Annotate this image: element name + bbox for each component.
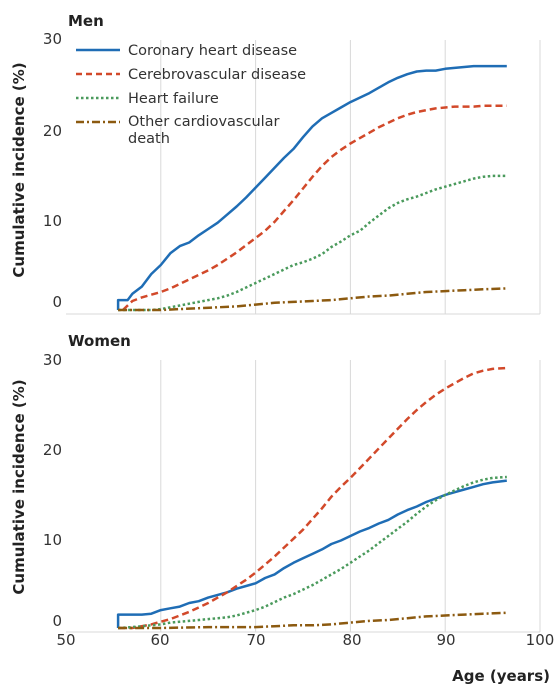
panel-men: Men Cumulative incidence (%) 30 20 10 0 … [10, 12, 541, 315]
panel-women: Women Cumulative incidence (%) 30 20 10 … [10, 332, 554, 685]
legend-label-line1: Other cardiovascular [128, 114, 280, 130]
legend: Coronary heart disease Cerebrovascular d… [76, 43, 306, 147]
x-tick-label: 70 [246, 631, 265, 649]
x-tick-label: 90 [436, 631, 455, 649]
x-tick-label: 50 [56, 631, 75, 649]
y-tick-label: 20 [43, 441, 62, 459]
series-line-cerebrovascular-disease [122, 104, 507, 311]
y-tick-label: 10 [43, 212, 62, 230]
legend-label-other-cv-death: Other cardiovascular death [128, 114, 284, 147]
grid-lines [66, 40, 541, 315]
legend-label-heart-failure: Heart failure [128, 91, 219, 107]
x-tick-label: 80 [342, 631, 361, 649]
y-axis-label-men: Cumulative incidence (%) [10, 62, 28, 277]
series-line-other-cardiovascular-death [118, 287, 507, 312]
series-line-cerebrovascular-disease [118, 366, 507, 630]
x-axis-label: Age (years) [452, 667, 550, 685]
y-tick-label: 0 [52, 612, 62, 630]
legend-label-line2: death [128, 131, 170, 147]
grid-lines [66, 360, 541, 633]
y-tick-label: 0 [52, 293, 62, 311]
y-tick-label: 30 [43, 30, 62, 48]
plot-lines [116, 64, 507, 312]
series-line-coronary-heart-disease [116, 64, 507, 310]
legend-label-cerebrovascular: Cerebrovascular disease [128, 67, 306, 83]
legend-label-coronary: Coronary heart disease [128, 43, 297, 59]
y-axis-label-women: Cumulative incidence (%) [10, 379, 28, 594]
y-tick-label: 10 [43, 531, 62, 549]
series-line-coronary-heart-disease [116, 479, 507, 628]
panel-title-men: Men [68, 12, 104, 30]
series-line-heart-failure [118, 174, 507, 312]
series-line-other-cardiovascular-death [118, 611, 507, 630]
y-tick-label: 30 [43, 351, 62, 369]
series-line-heart-failure [118, 475, 507, 630]
panel-title-women: Women [68, 332, 131, 350]
x-tick-label: 60 [150, 631, 169, 649]
x-tick-label: 100 [526, 631, 555, 649]
y-tick-label: 20 [43, 122, 62, 140]
plot-lines [116, 366, 507, 630]
